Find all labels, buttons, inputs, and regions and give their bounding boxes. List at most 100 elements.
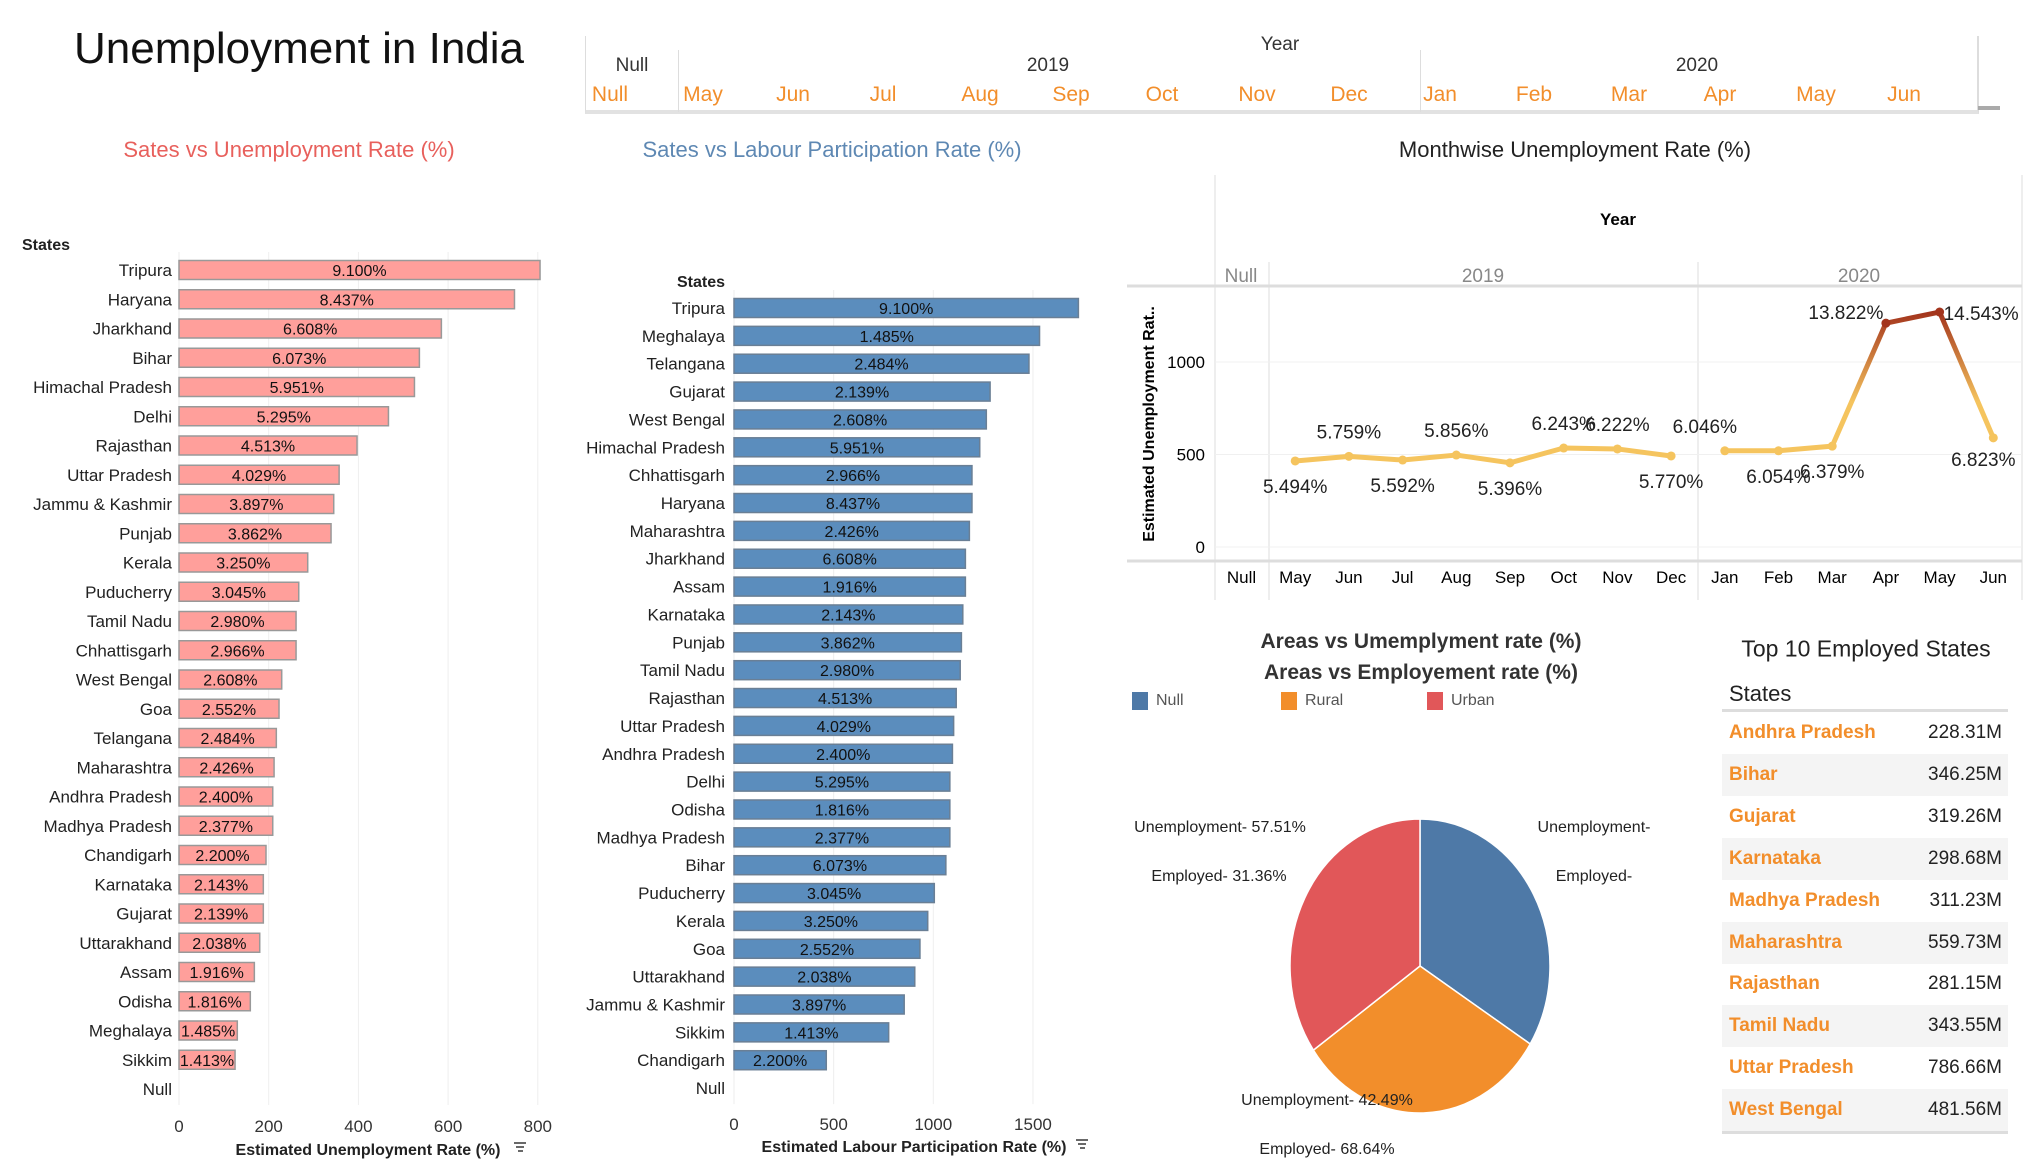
filter-month-option[interactable]: Jun: [1887, 83, 1921, 106]
x-tick-label: Jan: [1711, 568, 1738, 587]
x-tick-label: 200: [255, 1117, 283, 1136]
table-row[interactable]: Tamil Nadu 343.55M: [1722, 1005, 2008, 1048]
category-label: Meghalaya: [642, 327, 726, 346]
bar: [733, 325, 1041, 347]
table-row[interactable]: Bihar 346.25M: [1722, 753, 2008, 796]
line-point: [1451, 450, 1461, 460]
line-point: [1881, 318, 1891, 328]
bar: [733, 632, 963, 653]
legend-item-null[interactable]: Null: [1132, 692, 1184, 710]
x-tick-label: Sep: [1495, 568, 1525, 587]
bar: [178, 1049, 236, 1070]
category-label: Odisha: [671, 800, 725, 819]
bar: [733, 381, 991, 402]
filter-month-option[interactable]: Feb: [1515, 83, 1553, 106]
bar: [733, 938, 921, 960]
line-data-label: 6.222%: [1585, 415, 1650, 436]
line-data-label: 5.759%: [1317, 422, 1382, 443]
line-point: [1612, 444, 1622, 454]
x-tick-label: 500: [819, 1115, 847, 1134]
filter-month-option[interactable]: Dec: [1330, 83, 1368, 106]
bar-data-label: 3.250%: [216, 556, 270, 573]
table-row[interactable]: Uttar Pradesh 786.66M: [1722, 1047, 2008, 1089]
bar-data-label: 2.552%: [202, 702, 256, 719]
bar: [178, 347, 421, 368]
bar: [733, 799, 951, 820]
legend-item-rural[interactable]: Rural: [1281, 692, 1343, 710]
bar-data-label: 2.608%: [203, 673, 257, 690]
category-label: Assam: [120, 963, 172, 982]
table-row[interactable]: Maharashtra 559.73M: [1722, 921, 2008, 964]
y-axis-title: Estimated Unemployment Rat..: [1141, 306, 1158, 542]
x-tick-label: Feb: [1764, 568, 1793, 587]
filter-month-option[interactable]: Apr: [1703, 83, 1737, 106]
x-tick-label: May: [1924, 568, 1957, 587]
bar: [733, 492, 973, 514]
line-point: [1505, 458, 1515, 468]
category-label: Null: [696, 1079, 725, 1098]
category-label: Andhra Pradesh: [49, 788, 172, 807]
bar-data-label: 6.608%: [283, 322, 337, 339]
filter-month-option[interactable]: Jul: [869, 83, 897, 106]
filter-month-option[interactable]: Nov: [1238, 83, 1276, 106]
employed-value: 786.66M: [1928, 1057, 2002, 1079]
x-axis-title: Estimated Labour Participation Rate (%): [762, 1139, 1067, 1156]
filter-month-option[interactable]: Jun: [776, 83, 810, 106]
line-series-2020: [1724, 309, 1996, 454]
filter-group-2020: 2020: [1675, 55, 1719, 76]
filter-month-option[interactable]: Jan: [1423, 83, 1457, 106]
bar: [733, 827, 951, 848]
table-row[interactable]: Madhya Pradesh 311.23M: [1722, 880, 2008, 922]
pie-slice-null[interactable]: [1419, 818, 1551, 1046]
legend-item-urban[interactable]: Urban: [1427, 692, 1495, 710]
bar-data-label: 2.377%: [815, 830, 869, 847]
bar: [178, 786, 274, 807]
bar: [733, 604, 964, 625]
bar: [733, 854, 947, 876]
line-header: Year: [1600, 210, 1636, 229]
labour-chart-title: Sates vs Labour Participation Rate (%): [642, 137, 1022, 162]
x-tick-label: May: [1279, 568, 1312, 587]
x-tick-label: Dec: [1656, 568, 1687, 587]
sort-icon[interactable]: [514, 1142, 526, 1152]
legend-label: Urban: [1451, 692, 1495, 709]
category-label: Sikkim: [122, 1051, 172, 1070]
bar-data-label: 2.426%: [825, 524, 879, 541]
pie-slice-urban[interactable]: [1289, 818, 1421, 1052]
filter-group-2019: 2019: [1026, 55, 1070, 76]
state-name: Rajasthan: [1729, 973, 1820, 995]
category-label: Rajasthan: [648, 689, 725, 708]
category-label: Uttar Pradesh: [67, 466, 172, 485]
filter-month-option[interactable]: May: [1796, 83, 1836, 106]
category-label: Maharashtra: [77, 758, 173, 777]
employed-value: 343.55M: [1928, 1015, 2002, 1037]
filter-month-option[interactable]: Mar: [1610, 83, 1648, 106]
bar: [178, 757, 275, 778]
bar-data-label: 1.816%: [815, 802, 869, 819]
sort-icon[interactable]: [1076, 1139, 1088, 1149]
filter-month-option[interactable]: Null: [591, 83, 629, 106]
bar-data-label: 3.862%: [821, 635, 875, 652]
filter-month-option[interactable]: Oct: [1145, 83, 1179, 106]
table-row[interactable]: Rajasthan 281.15M: [1722, 963, 2008, 1005]
bar: [178, 376, 416, 398]
y-tick-label: 500: [1177, 446, 1205, 465]
filter-month-option[interactable]: Aug: [961, 83, 999, 106]
table-row[interactable]: Karnataka 298.68M: [1722, 837, 2008, 880]
pie-slice-rural[interactable]: [1312, 965, 1532, 1114]
category-label: Telangana: [94, 729, 173, 748]
urban-unemployment-label: Unemployment- 57.51%: [1134, 819, 1306, 836]
filter-divider: [1420, 50, 1421, 112]
table-bottom-divider: [1722, 1131, 2008, 1134]
table-row[interactable]: West Bengal 481.56M: [1722, 1089, 2008, 1132]
bar-data-label: 9.100%: [332, 263, 386, 280]
year-group-label: 2019: [1462, 266, 1504, 287]
table-row[interactable]: Andhra Pradesh 228.31M: [1722, 712, 2008, 754]
state-name: Tamil Nadu: [1729, 1015, 1830, 1037]
line-point: [1559, 443, 1569, 453]
table-row[interactable]: Gujarat 319.26M: [1722, 796, 2008, 838]
filter-scrollbar[interactable]: [1978, 106, 2000, 110]
filter-month-option[interactable]: May: [683, 83, 723, 106]
filter-month-option[interactable]: Sep: [1052, 83, 1090, 106]
line-point: [1988, 433, 1998, 443]
